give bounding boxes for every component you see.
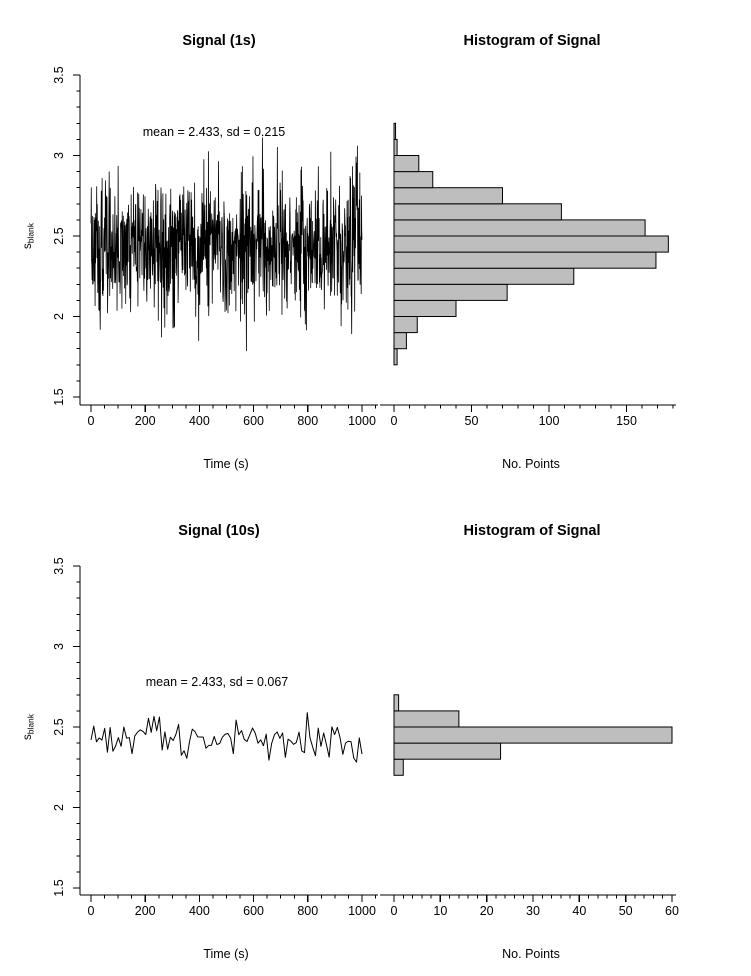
histogram-bar: [393, 267, 575, 285]
histogram-bar: [393, 758, 404, 776]
y-tick-label: 1.5: [52, 388, 66, 405]
x-tick-label: 0: [391, 904, 398, 918]
x-tick-label: 200: [135, 904, 156, 918]
y-tick-label: 1.5: [52, 879, 66, 896]
panel-signal-10s: Signal (10s) Time (s) 0 200 400 600 800 1000 1.5…: [22, 523, 378, 961]
panel-histogram-10s: Histogram of Signal No. Points 0 10 20 30 40 50…: [380, 523, 679, 961]
histogram-bar: [393, 251, 657, 269]
plot-title: Signal (1s): [182, 33, 255, 49]
y-tick-label: 3: [52, 152, 66, 159]
y-tick-label: 2: [52, 804, 66, 811]
x-axis-label: Time (s): [203, 457, 248, 471]
y-axis-label-base: s: [22, 734, 34, 740]
x-tick-label: 1000: [348, 414, 376, 428]
histogram-bar: [393, 332, 407, 350]
x-tick-label: 50: [465, 414, 479, 428]
x-tick-label: 150: [616, 414, 637, 428]
x-tick-label: 800: [297, 414, 318, 428]
x-tick-label: 400: [189, 414, 210, 428]
histogram-bar: [393, 283, 508, 301]
x-tick-label: 50: [619, 904, 633, 918]
plot-title: Histogram of Signal: [464, 523, 601, 539]
x-tick-label: 400: [189, 904, 210, 918]
signal-line: [90, 712, 363, 763]
x-tick-label: 600: [243, 414, 264, 428]
x-tick-label: 800: [297, 904, 318, 918]
histogram-bar: [393, 694, 400, 712]
y-tick-label: 2.5: [52, 718, 66, 735]
histogram-bar: [393, 219, 646, 237]
histogram-bar: [393, 138, 398, 156]
x-tick-label: 0: [88, 414, 95, 428]
x-tick-label: 100: [539, 414, 560, 428]
y-axis-label-subscript: blank: [26, 222, 36, 243]
y-axis-label-subscript: blank: [26, 713, 36, 734]
y-axis-label: sblank: [22, 222, 36, 249]
y-tick-label: 2: [52, 313, 66, 320]
x-tick-label: 60: [665, 904, 679, 918]
y-tick-label: 3.5: [52, 66, 66, 83]
x-axis-label: No. Points: [502, 457, 560, 471]
histogram-bar: [393, 710, 460, 728]
x-tick-label: 0: [391, 414, 398, 428]
stats-annotation: mean = 2.433, sd = 0.215: [143, 125, 286, 139]
x-tick-label: 20: [480, 904, 494, 918]
x-tick-label: 1000: [348, 904, 376, 918]
histogram-bar: [393, 122, 397, 140]
histogram-bar: [393, 171, 434, 189]
plot-title: Signal (10s): [178, 523, 260, 539]
y-tick-label: 3.5: [52, 557, 66, 574]
x-tick-label: 600: [243, 904, 264, 918]
panel-histogram-1s: Histogram of Signal No. Points 0 50 100 150: [380, 33, 676, 471]
x-tick-label: 40: [572, 904, 586, 918]
histogram-bar: [393, 155, 420, 173]
x-tick-label: 0: [88, 904, 95, 918]
histogram-bar: [393, 348, 398, 366]
stats-annotation: mean = 2.433, sd = 0.067: [146, 675, 289, 689]
x-tick-label: 10: [433, 904, 447, 918]
histogram-bar: [393, 742, 502, 760]
histogram-bar: [393, 187, 503, 205]
x-axis-label: No. Points: [502, 947, 560, 961]
signal-line: [90, 137, 363, 352]
histogram-bar: [393, 299, 457, 317]
histogram-bar: [393, 235, 669, 253]
y-tick-label: 2.5: [52, 227, 66, 244]
histogram-bar: [393, 203, 562, 221]
plot-title: Histogram of Signal: [464, 33, 601, 49]
y-tick-label: 3: [52, 643, 66, 650]
histogram-bar: [393, 316, 418, 334]
x-tick-label: 30: [526, 904, 540, 918]
x-axis-label: Time (s): [203, 947, 248, 961]
histogram-bar: [393, 726, 673, 744]
panel-signal-1s: Signal (1s) Time (s) 0 200 400 600 800 1000 1.5 2…: [22, 33, 378, 471]
y-axis-label-base: s: [22, 243, 34, 249]
x-tick-label: 200: [135, 414, 156, 428]
y-axis-label: sblank: [22, 713, 36, 740]
